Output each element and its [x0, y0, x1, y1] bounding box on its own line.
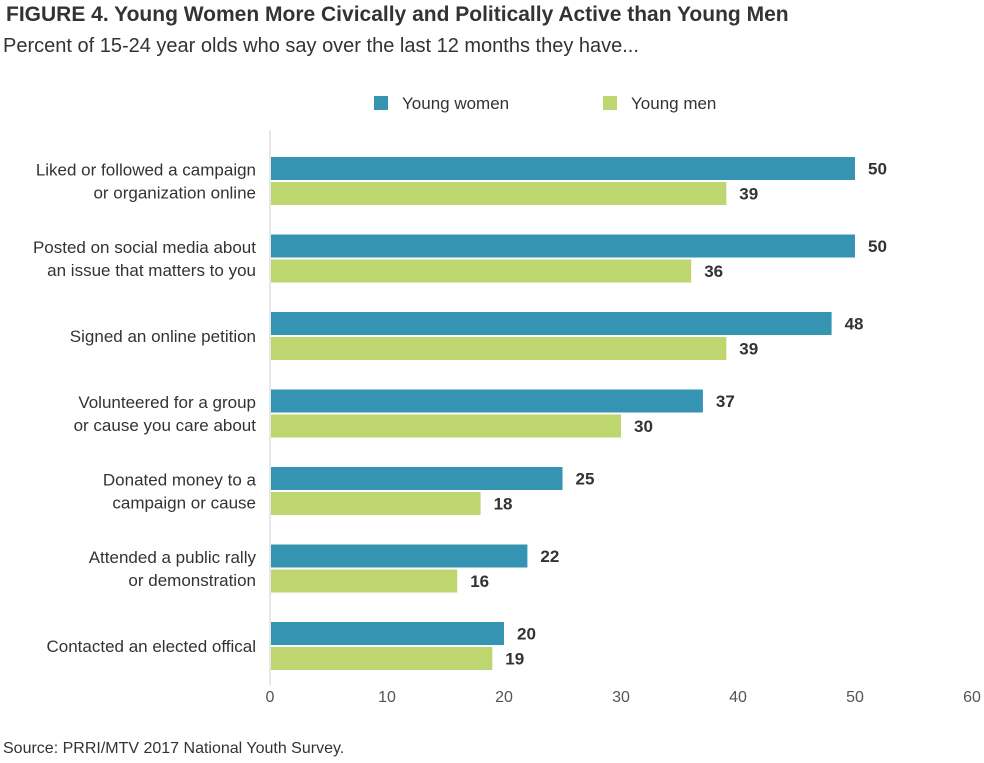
- bar-6-1: [271, 544, 528, 568]
- x-tick-label-3: 20: [495, 689, 513, 706]
- category-label-6-1: Attended a public rally: [89, 548, 257, 567]
- data-label-1-1: 50: [868, 160, 887, 179]
- category-label-7-1: Contacted an elected offical: [47, 637, 257, 656]
- bar-1-1: [271, 157, 855, 180]
- category-label-2-2: an issue that matters to you: [47, 261, 256, 280]
- bar-3-1: [271, 312, 832, 335]
- data-label-6-2: 16: [470, 572, 489, 591]
- chart-subtitle: Percent of 15-24 year olds who say over …: [3, 35, 639, 57]
- category-label-5-2: campaign or cause: [112, 494, 256, 513]
- bar-4-2: [271, 414, 621, 438]
- bar-7-2: [271, 647, 493, 670]
- category-label-4-1: Volunteered for a group: [78, 393, 256, 412]
- data-label-5-2: 18: [494, 495, 513, 514]
- x-tick-label-2: 10: [378, 689, 396, 706]
- data-label-5-1: 25: [576, 470, 595, 489]
- bar-3-2: [271, 337, 727, 360]
- data-label-4-1: 37: [716, 392, 735, 411]
- source-note: Source: PRRI/MTV 2017 National Youth Sur…: [3, 740, 345, 757]
- bar-5-2: [271, 492, 481, 515]
- legend-swatch-1: [374, 96, 388, 110]
- data-label-3-2: 39: [739, 340, 758, 359]
- category-label-1-2: or organization online: [93, 184, 256, 203]
- legend-swatch-2: [603, 96, 617, 110]
- x-tick-label-7: 60: [963, 689, 981, 706]
- bar-2-1: [271, 234, 855, 258]
- x-tick-label-4: 30: [612, 689, 630, 706]
- bar-chart: Young women Young men 50 39 Liked or followe…: [33, 94, 981, 706]
- category-label-4-2: or cause you care about: [74, 416, 257, 435]
- data-label-7-2: 19: [505, 650, 524, 669]
- data-label-1-2: 39: [739, 185, 758, 204]
- data-label-4-2: 30: [634, 417, 653, 436]
- category-label-3-1: Signed an online petition: [70, 327, 256, 346]
- data-label-2-1: 50: [868, 237, 887, 256]
- x-tick-label-5: 40: [729, 689, 747, 706]
- legend-label-2: Young men: [631, 94, 716, 113]
- chart-title: FIGURE 4. Young Women More Civically and…: [6, 3, 789, 26]
- bar-2-2: [271, 259, 692, 283]
- bar-1-2: [271, 182, 727, 205]
- legend-label-1: Young women: [402, 94, 509, 113]
- category-label-1-1: Liked or followed a campaign: [36, 161, 256, 180]
- x-tick-label-6: 50: [846, 689, 864, 706]
- bar-6-2: [271, 569, 458, 593]
- category-label-2-1: Posted on social media about: [33, 238, 256, 257]
- category-label-5-1: Donated money to a: [103, 471, 257, 490]
- data-label-7-1: 20: [517, 625, 536, 644]
- data-label-3-1: 48: [845, 315, 864, 334]
- data-label-2-2: 36: [704, 262, 723, 281]
- category-label-6-2: or demonstration: [128, 571, 256, 590]
- data-label-6-1: 22: [540, 547, 559, 566]
- bar-4-1: [271, 389, 703, 413]
- bar-5-1: [271, 467, 563, 490]
- bar-7-1: [271, 622, 504, 645]
- x-tick-label-1: 0: [266, 689, 275, 706]
